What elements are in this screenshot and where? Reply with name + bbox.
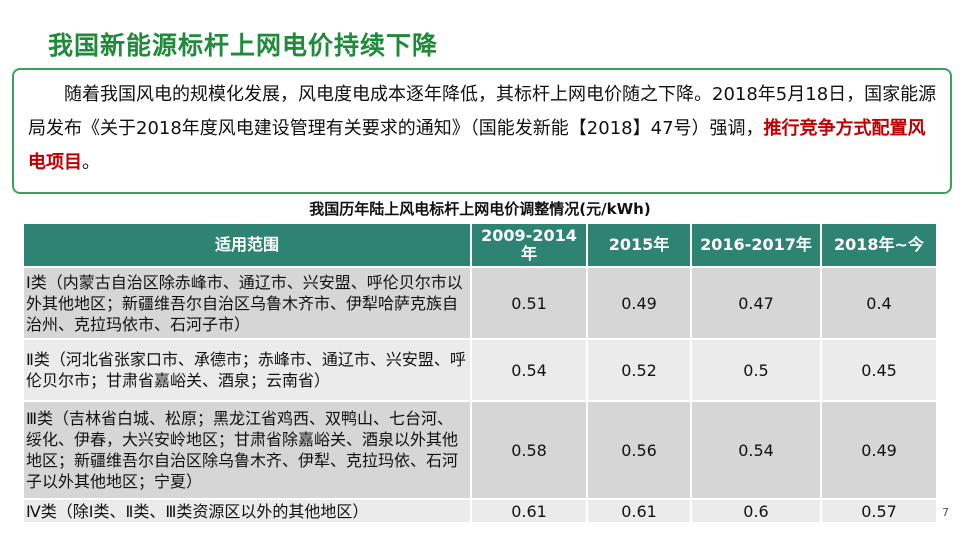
intro-text: 随着我国风电的规模化发展，风电度电成本逐年降低，其标杆上网电价随之下降。2018… xyxy=(28,84,937,139)
price-cell: 0.49 xyxy=(586,266,692,340)
price-cell: 0.6 xyxy=(690,498,822,524)
price-cell: 0.49 xyxy=(820,400,938,500)
price-cell: 0.45 xyxy=(820,338,938,402)
region-cell: Ⅳ类（除Ⅰ类、Ⅱ类、Ⅲ类资源区以外的其他地区） xyxy=(22,498,472,524)
table-caption: 我国历年陆上风电标杆上网电价调整情况(元/kWh) xyxy=(309,200,651,218)
table-row: Ⅰ类（内蒙古自治区除赤峰市、通辽市、兴安盟、呼伦贝尔市以外其他地区；新疆维吾尔自… xyxy=(22,266,938,340)
table-row: Ⅳ类（除Ⅰ类、Ⅱ类、Ⅲ类资源区以外的其他地区） 0.61 0.61 0.6 0.57 xyxy=(22,498,938,524)
header-cell: 2015年 xyxy=(586,222,692,268)
price-cell: 0.5 xyxy=(690,338,822,402)
price-cell: 0.51 xyxy=(470,266,588,340)
price-cell: 0.61 xyxy=(586,498,692,524)
price-cell: 0.4 xyxy=(820,266,938,340)
price-cell: 0.47 xyxy=(690,266,822,340)
table-row: Ⅲ类（吉林省白城、松原；黑龙江省鸡西、双鸭山、七台河、绥化、伊春，大兴安岭地区；… xyxy=(22,400,938,500)
table-row: Ⅱ类（河北省张家口市、承德市；赤峰市、通辽市、兴安盟、呼伦贝尔市；甘肃省嘉峪关、… xyxy=(22,338,938,402)
price-cell: 0.58 xyxy=(470,400,588,500)
header-cell: 2018年~今 xyxy=(820,222,938,268)
intro-highlight: 推行竞争方式配置风电项目 xyxy=(28,118,926,173)
intro-box: 随着我国风电的规模化发展，风电度电成本逐年降低，其标杆上网电价随之下降。2018… xyxy=(12,68,952,194)
page-number: 7 xyxy=(942,506,949,519)
region-cell: Ⅲ类（吉林省白城、松原；黑龙江省鸡西、双鸭山、七台河、绥化、伊春，大兴安岭地区；… xyxy=(22,400,472,500)
intro-end: 。 xyxy=(82,152,100,173)
header-row: 适用范围 2009-2014年 2015年 2016-2017年 2018年~今 xyxy=(22,222,938,268)
region-cell: Ⅱ类（河北省张家口市、承德市；赤峰市、通辽市、兴安盟、呼伦贝尔市；甘肃省嘉峪关、… xyxy=(22,338,472,402)
slide-title: 我国新能源标杆上网电价持续下降 xyxy=(48,31,439,60)
header-cell: 2009-2014年 xyxy=(470,222,588,268)
price-cell: 0.52 xyxy=(586,338,692,402)
header-cell: 适用范围 xyxy=(22,222,472,268)
price-table: 适用范围 2009-2014年 2015年 2016-2017年 2018年~今 Ⅰ类（… xyxy=(22,222,938,524)
price-cell: 0.57 xyxy=(820,498,938,524)
price-cell: 0.54 xyxy=(690,400,822,500)
region-cell: Ⅰ类（内蒙古自治区除赤峰市、通辽市、兴安盟、呼伦贝尔市以外其他地区；新疆维吾尔自… xyxy=(22,266,472,340)
header-cell: 2016-2017年 xyxy=(690,222,822,268)
price-cell: 0.54 xyxy=(470,338,588,402)
price-cell: 0.61 xyxy=(470,498,588,524)
price-cell: 0.56 xyxy=(586,400,692,500)
